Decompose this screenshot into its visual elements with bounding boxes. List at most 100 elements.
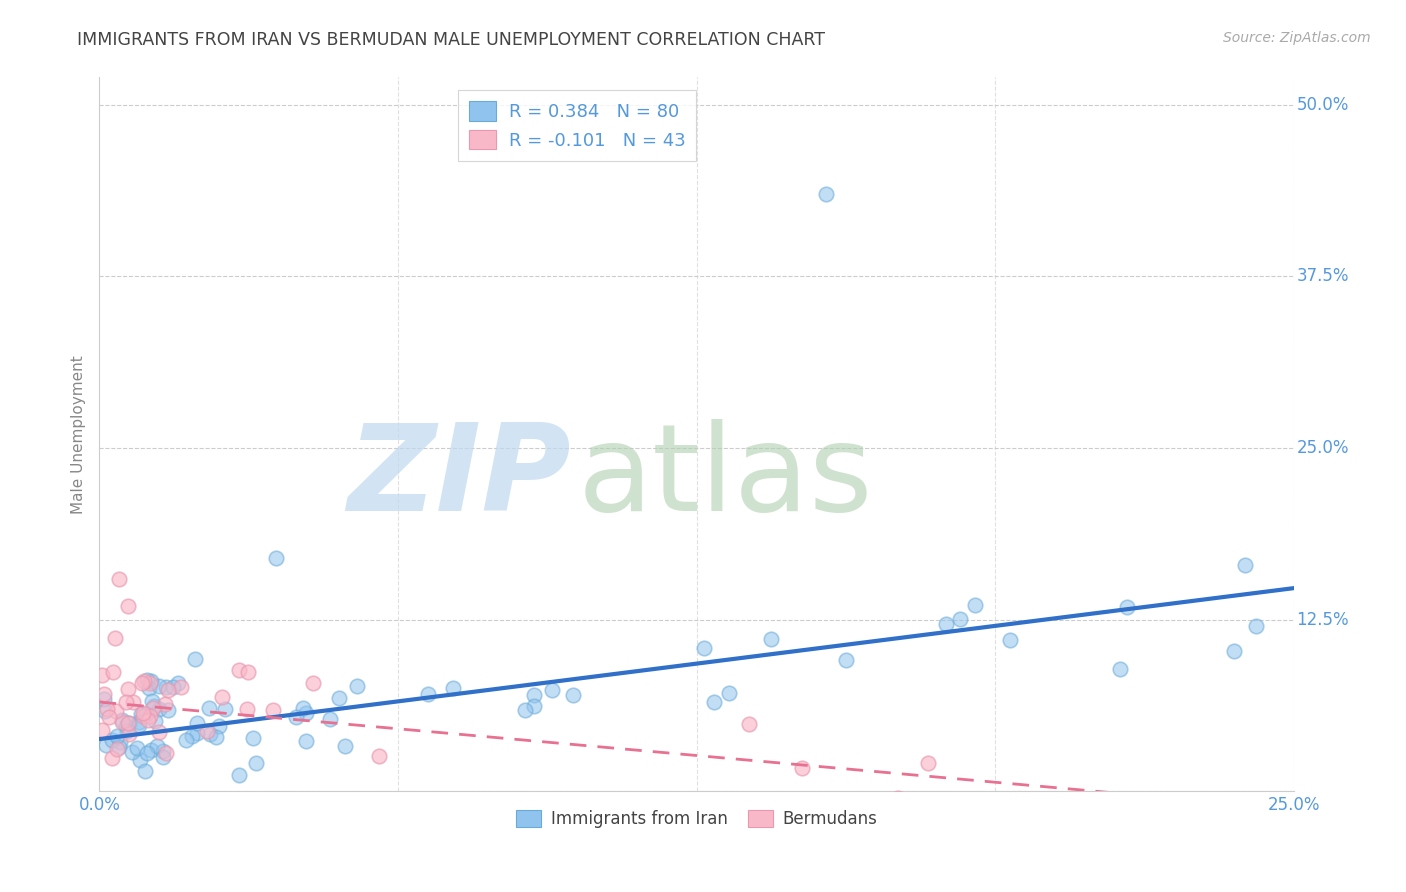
Point bbox=[121, 695, 143, 709]
Point bbox=[540, 683, 562, 698]
Point bbox=[104, 704, 127, 718]
Point bbox=[135, 707, 157, 722]
Point bbox=[162, 680, 184, 694]
Point bbox=[105, 729, 128, 743]
Point bbox=[156, 683, 179, 698]
Point bbox=[228, 663, 250, 677]
Point bbox=[302, 676, 325, 690]
Point bbox=[963, 598, 986, 612]
Point bbox=[204, 731, 226, 745]
Point bbox=[121, 745, 143, 759]
Point bbox=[148, 679, 170, 693]
Point bbox=[1234, 558, 1257, 573]
Point bbox=[91, 667, 114, 681]
Point bbox=[111, 715, 134, 730]
Text: 37.5%: 37.5% bbox=[1296, 268, 1348, 285]
Point bbox=[134, 764, 156, 778]
Point bbox=[262, 703, 284, 717]
Point bbox=[156, 703, 179, 717]
Point bbox=[292, 701, 315, 715]
Point bbox=[108, 739, 131, 754]
Point bbox=[142, 701, 165, 715]
Point bbox=[148, 724, 170, 739]
Point bbox=[153, 697, 176, 711]
Point bbox=[101, 750, 124, 764]
Point bbox=[208, 719, 231, 733]
Point bbox=[96, 702, 118, 716]
Point bbox=[441, 681, 464, 695]
Point bbox=[125, 741, 148, 756]
Point bbox=[717, 686, 740, 700]
Point bbox=[335, 739, 357, 753]
Point bbox=[111, 713, 134, 727]
Point bbox=[236, 701, 259, 715]
Point bbox=[118, 715, 141, 730]
Point bbox=[136, 673, 159, 688]
Point bbox=[186, 715, 208, 730]
Point bbox=[138, 681, 160, 695]
Point bbox=[174, 733, 197, 747]
Point bbox=[152, 744, 174, 758]
Point bbox=[141, 743, 163, 757]
Text: IMMIGRANTS FROM IRAN VS BERMUDAN MALE UNEMPLOYMENT CORRELATION CHART: IMMIGRANTS FROM IRAN VS BERMUDAN MALE UN… bbox=[77, 31, 825, 49]
Point bbox=[790, 760, 813, 774]
Point bbox=[835, 653, 858, 667]
Point bbox=[197, 723, 219, 738]
Point bbox=[152, 749, 174, 764]
Point bbox=[1222, 644, 1244, 658]
Point bbox=[94, 704, 117, 718]
Point bbox=[242, 731, 264, 746]
Point bbox=[561, 688, 583, 702]
Point bbox=[738, 716, 761, 731]
Point bbox=[105, 742, 128, 756]
Point bbox=[141, 693, 163, 707]
Point bbox=[245, 756, 267, 770]
Point bbox=[211, 690, 233, 704]
Point bbox=[101, 665, 124, 680]
Point bbox=[131, 676, 153, 690]
Point bbox=[761, 632, 783, 647]
Point bbox=[693, 640, 716, 655]
Point bbox=[98, 710, 121, 724]
Point bbox=[917, 756, 939, 770]
Point bbox=[703, 695, 725, 709]
Point bbox=[318, 712, 340, 726]
Point bbox=[129, 707, 152, 722]
Point bbox=[108, 735, 131, 749]
Point bbox=[515, 703, 537, 717]
Point bbox=[1116, 599, 1139, 614]
Point bbox=[228, 768, 250, 782]
Point bbox=[107, 572, 129, 586]
Point bbox=[117, 599, 139, 613]
Point bbox=[285, 709, 308, 723]
Point bbox=[139, 709, 162, 723]
Point bbox=[197, 701, 219, 715]
Point bbox=[132, 674, 155, 689]
Point bbox=[155, 746, 177, 760]
Point bbox=[167, 676, 190, 690]
Point bbox=[183, 652, 205, 666]
Point bbox=[346, 679, 368, 693]
Point bbox=[104, 631, 127, 645]
Point bbox=[236, 665, 259, 679]
Point bbox=[170, 680, 193, 694]
Point bbox=[814, 187, 837, 202]
Text: 12.5%: 12.5% bbox=[1296, 611, 1348, 629]
Point bbox=[328, 690, 350, 705]
Point bbox=[94, 738, 117, 752]
Point bbox=[416, 687, 439, 701]
Point bbox=[128, 718, 150, 732]
Point bbox=[117, 682, 139, 697]
Point bbox=[143, 714, 166, 728]
Text: atlas: atlas bbox=[578, 418, 873, 536]
Text: Source: ZipAtlas.com: Source: ZipAtlas.com bbox=[1223, 31, 1371, 45]
Point bbox=[132, 706, 155, 720]
Point bbox=[115, 695, 138, 709]
Point bbox=[118, 727, 141, 741]
Point bbox=[186, 725, 208, 739]
Point bbox=[1000, 632, 1022, 647]
Point bbox=[523, 688, 546, 702]
Point bbox=[117, 715, 139, 730]
Point bbox=[264, 550, 287, 565]
Point bbox=[136, 713, 159, 727]
